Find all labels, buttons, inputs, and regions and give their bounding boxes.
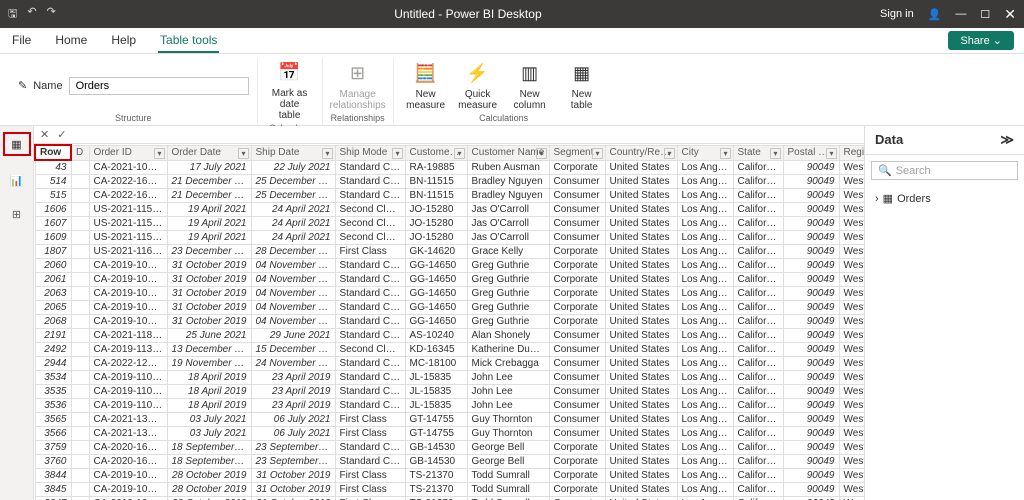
table-row[interactable]: 3759CA-2020-16774518 September 202023 Se… xyxy=(35,441,864,455)
redo-icon[interactable]: ↷ xyxy=(47,5,56,24)
name-label-text: Name xyxy=(33,80,62,92)
search-icon: 🔍 xyxy=(878,164,892,177)
share-button[interactable]: Share ⌄ xyxy=(948,31,1014,50)
col-shipdate[interactable]: Ship Date▾ xyxy=(251,145,335,160)
table-row[interactable]: 3847CA-2019-10193128 October 201931 Octo… xyxy=(35,497,864,500)
grid-body: 43CA-2021-10134317 July 202122 July 2021… xyxy=(35,160,864,500)
save-icon[interactable]: 🖫 xyxy=(8,5,17,24)
table-row[interactable]: 3536CA-2019-11084918 April 201923 April … xyxy=(35,399,864,413)
data-pane-title: Data xyxy=(875,132,903,148)
table-row[interactable]: 43CA-2021-10134317 July 202122 July 2021… xyxy=(35,160,864,175)
col-postalcode[interactable]: Postal Code▾ xyxy=(783,145,839,160)
col-orderid[interactable]: Order ID▾ xyxy=(89,145,167,160)
col-d[interactable]: D xyxy=(71,145,89,160)
report-view-icon[interactable]: 📊 xyxy=(7,170,27,190)
new-table-button[interactable]: ▦Newtable xyxy=(558,59,606,113)
measure-icon: 🧮 xyxy=(413,61,439,87)
formula-bar: ✕ ✓ xyxy=(34,126,864,144)
table-row[interactable]: 3534CA-2019-11084918 April 201923 April … xyxy=(35,371,864,385)
table-row[interactable]: 3845CA-2019-10193128 October 201931 Octo… xyxy=(35,483,864,497)
new-column-button[interactable]: ▥Newcolumn xyxy=(506,59,554,113)
col-city[interactable]: City▾ xyxy=(677,145,733,160)
menu-tabs: File Home Help Table tools xyxy=(10,29,219,53)
table-row[interactable]: 514CA-2022-16340521 December 202225 Dece… xyxy=(35,175,864,189)
col-shipmode[interactable]: Ship Mode▾ xyxy=(335,145,405,160)
cancel-icon[interactable]: ✕ xyxy=(40,128,49,141)
titlebar: 🖫 ↶ ↷ Untitled - Power BI Desktop Sign i… xyxy=(0,0,1024,28)
data-grid[interactable]: RowDOrder ID▾Order Date▾Ship Date▾Ship M… xyxy=(34,144,864,500)
table-row[interactable]: 2191CA-2021-11891325 June 202129 June 20… xyxy=(35,329,864,343)
table-row[interactable]: 3565CA-2021-13002903 July 202106 July 20… xyxy=(35,413,864,427)
calendar-icon: 📅 xyxy=(277,60,303,86)
table-icon: ▦ xyxy=(569,61,595,87)
search-input[interactable]: 🔍Search xyxy=(871,161,1018,180)
model-view-icon[interactable]: ⊞ xyxy=(7,204,27,224)
table-row[interactable]: 2060CA-2019-10643931 October 201904 Nove… xyxy=(35,259,864,273)
table-row[interactable]: 3844CA-2019-10193128 October 201931 Octo… xyxy=(35,469,864,483)
col-row[interactable]: Row xyxy=(35,145,71,160)
tab-help[interactable]: Help xyxy=(109,29,138,53)
name-label: ✎ xyxy=(18,79,27,92)
quick-measure-button[interactable]: ⚡Quickmeasure xyxy=(454,59,502,113)
col-state[interactable]: State▾ xyxy=(733,145,783,160)
close-icon[interactable]: ✕ xyxy=(1004,6,1016,23)
expand-icon[interactable]: ≫ xyxy=(1000,132,1014,148)
new-measure-button[interactable]: 🧮Newmeasure xyxy=(402,59,450,113)
table-name-input[interactable] xyxy=(69,77,249,95)
user-icon[interactable]: 👤 xyxy=(928,8,942,21)
ribbon: ✎ Name Structure 📅Mark as datetable Cale… xyxy=(0,54,1024,126)
col-region[interactable]: Region▾ xyxy=(839,145,864,160)
col-orderdate[interactable]: Order Date▾ xyxy=(167,145,251,160)
app-title: Untitled - Power BI Desktop xyxy=(56,7,880,21)
signin-link[interactable]: Sign in xyxy=(880,8,914,20)
minimize-icon[interactable]: — xyxy=(955,8,966,20)
col-customerid[interactable]: Customer ID▾ xyxy=(405,145,467,160)
maximize-icon[interactable]: ☐ xyxy=(980,8,990,21)
tab-home[interactable]: Home xyxy=(53,29,89,53)
table-row[interactable]: 1606US-2021-11581919 April 202124 April … xyxy=(35,203,864,217)
table-row[interactable]: 3535CA-2019-11084918 April 201923 April … xyxy=(35,385,864,399)
col-countryregion[interactable]: Country/Region▾ xyxy=(605,145,677,160)
col-segment[interactable]: Segment▾ xyxy=(549,145,605,160)
table-icon: ▦ xyxy=(883,192,893,205)
data-pane: Data≫ 🔍Search ›▦Orders xyxy=(864,126,1024,500)
tree-node-orders[interactable]: ›▦Orders xyxy=(875,190,1014,207)
table-row[interactable]: 3566CA-2021-13002903 July 202106 July 20… xyxy=(35,427,864,441)
tab-file[interactable]: File xyxy=(10,29,33,53)
table-row[interactable]: 2065CA-2019-10643931 October 201904 Nove… xyxy=(35,301,864,315)
manage-rel-button: ⊞Managerelationships xyxy=(334,59,382,113)
relationship-icon: ⊞ xyxy=(345,61,371,87)
undo-icon[interactable]: ↶ xyxy=(27,5,36,24)
group-structure: Structure xyxy=(115,113,152,125)
mark-date-button[interactable]: 📅Mark as datetable xyxy=(266,58,314,123)
view-rail: ▦ 📊 ⊞ xyxy=(0,126,34,500)
col-customername[interactable]: Customer Name▾ xyxy=(467,145,549,160)
table-row[interactable]: 2063CA-2019-10643931 October 201904 Nove… xyxy=(35,287,864,301)
quick-icon: ⚡ xyxy=(465,61,491,87)
table-row[interactable]: 1609US-2021-11581919 April 202124 April … xyxy=(35,231,864,245)
data-view-icon[interactable]: ▦ xyxy=(3,132,31,156)
table-row[interactable]: 515CA-2022-16340521 December 202225 Dece… xyxy=(35,189,864,203)
table-row[interactable]: 1607US-2021-11581919 April 202124 April … xyxy=(35,217,864,231)
header-row: RowDOrder ID▾Order Date▾Ship Date▾Ship M… xyxy=(35,145,864,160)
table-row[interactable]: 2492CA-2019-11357913 December 201915 Dec… xyxy=(35,343,864,357)
table-row[interactable]: 1807US-2021-11672923 December 202128 Dec… xyxy=(35,245,864,259)
table-row[interactable]: 2068CA-2019-10643931 October 201904 Nove… xyxy=(35,315,864,329)
table-row[interactable]: 2061CA-2019-10643931 October 201904 Nove… xyxy=(35,273,864,287)
column-icon: ▥ xyxy=(517,61,543,87)
table-row[interactable]: 2944CA-2022-12624219 November 202224 Nov… xyxy=(35,357,864,371)
commit-icon[interactable]: ✓ xyxy=(57,128,66,141)
chevron-right-icon: › xyxy=(875,193,879,205)
menubar: File Home Help Table tools Share ⌄ xyxy=(0,28,1024,54)
tab-table-tools[interactable]: Table tools xyxy=(158,29,219,53)
table-row[interactable]: 3760CA-2020-16774518 September 202023 Se… xyxy=(35,455,864,469)
